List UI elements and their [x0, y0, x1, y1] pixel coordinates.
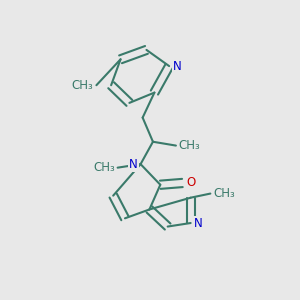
Text: N: N	[194, 217, 203, 230]
Text: CH₃: CH₃	[213, 187, 235, 200]
Text: O: O	[186, 176, 195, 190]
Text: N: N	[173, 60, 182, 73]
Text: CH₃: CH₃	[179, 139, 201, 152]
Text: CH₃: CH₃	[72, 79, 94, 92]
Text: N: N	[129, 158, 138, 171]
Text: CH₃: CH₃	[93, 161, 115, 174]
